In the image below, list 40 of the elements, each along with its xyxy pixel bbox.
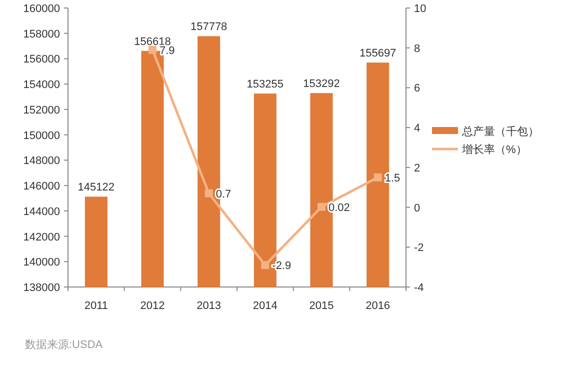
source-note: 数据来源:USDA [25,338,104,351]
y2-tick-label: 2 [414,162,420,174]
y2-tick-label: 10 [414,3,426,15]
data-label: 157778 [190,21,228,34]
y-tick-label: 142000 [23,231,60,244]
data-label: 153255 [246,78,284,91]
x-tick-label: 2015 [309,300,334,312]
y-tick-label: 148000 [23,155,60,168]
y-tick-label: 150000 [23,130,60,142]
x-tick-label: 2016 [366,300,390,312]
point [318,202,326,211]
y-tick-label: 160000 [23,3,60,15]
y2-tick-label: 4 [414,122,420,135]
y-tick-label: 146000 [23,180,60,193]
y2-tick-label: 6 [414,82,420,95]
data-label: 155697 [359,48,396,60]
x-tick-label: 2013 [196,300,222,312]
y2-tick-label: -4 [414,282,424,294]
y-tick-label: 138000 [23,282,60,294]
x-tick-label: 2012 [140,300,165,312]
point [374,173,382,182]
y2-tick-label: 8 [414,42,420,55]
data-label: 153292 [303,78,340,90]
x-tick-label: 2011 [84,300,108,312]
x-tick-label: 2014 [252,300,278,312]
y-tick-label: 140000 [23,256,60,269]
legend-label: 增长率（%） [461,143,527,156]
point [148,46,156,54]
data-label: 145122 [78,182,115,194]
y-tick-label: 154000 [23,79,60,92]
y-tick-label: 156000 [23,54,60,66]
y-tick-label: 144000 [23,206,60,218]
legend-label: 总产量（千包） [461,125,539,138]
point [204,189,213,198]
y-tick-label: 152000 [23,104,60,116]
data-label: 7.9 [160,44,175,57]
y-tick-label: 158000 [23,28,60,40]
point [261,261,270,270]
y2-tick-label: 0 [414,202,420,214]
y2-tick-label: -2 [414,242,424,254]
